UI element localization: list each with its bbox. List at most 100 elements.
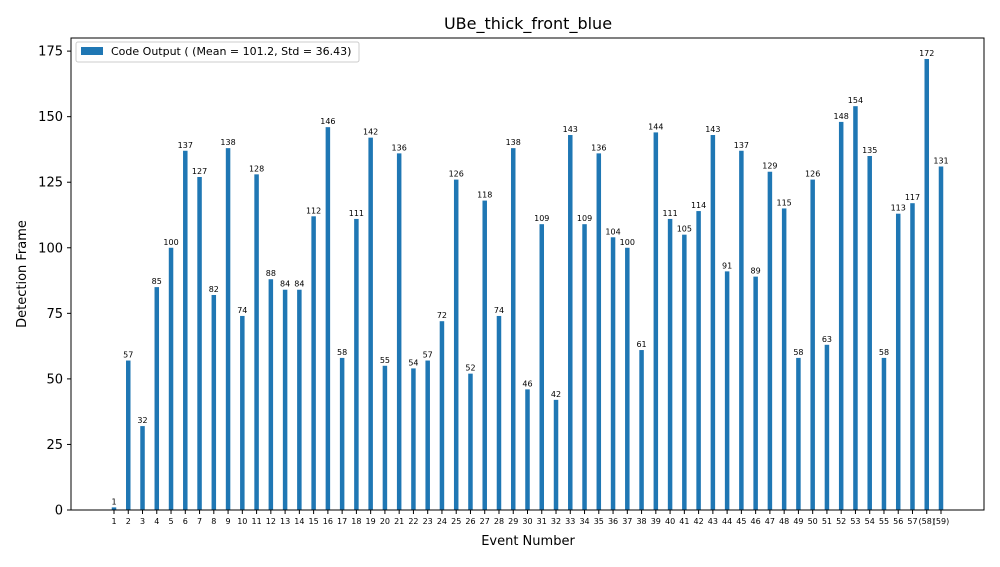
x-tick-label: 14	[294, 517, 304, 526]
x-tick-label: 7	[197, 517, 202, 526]
x-tick-label: 6	[183, 517, 188, 526]
data-label: 111	[349, 209, 364, 218]
bar	[468, 373, 473, 510]
bar	[297, 289, 302, 510]
x-tick-label: 45	[736, 517, 746, 526]
x-tick-label: 27	[480, 517, 490, 526]
bar	[311, 216, 316, 511]
x-tick-label: 26	[465, 517, 475, 526]
data-label: 131	[933, 156, 948, 165]
bar	[781, 208, 787, 510]
data-label: 105	[677, 225, 692, 234]
y-axis-label: Detection Frame	[15, 220, 30, 328]
data-label: 137	[178, 141, 193, 150]
bar	[126, 360, 131, 510]
x-tick-label: 12	[266, 517, 276, 526]
data-label: 143	[563, 125, 578, 134]
data-label: 128	[249, 164, 264, 173]
x-tick-label: 39	[651, 517, 661, 526]
data-label: 84	[280, 280, 290, 289]
x-tick-label: 19	[366, 517, 376, 526]
x-tick-label: 46	[751, 517, 761, 526]
x-tick-label: 22	[408, 517, 418, 526]
data-label: 111	[662, 209, 677, 218]
bar	[425, 360, 430, 510]
bar	[268, 279, 274, 510]
x-tick-label: 43	[708, 517, 718, 526]
y-tick-label: 50	[46, 372, 63, 387]
bar	[154, 287, 160, 510]
bar	[254, 174, 259, 510]
y-tick-label: 150	[38, 110, 63, 125]
data-label: 138	[506, 138, 521, 147]
bar	[396, 153, 402, 510]
data-label: 109	[534, 214, 549, 223]
bar	[838, 121, 844, 511]
x-tick-label: 56	[893, 517, 903, 526]
data-label: 84	[294, 280, 304, 289]
x-tick-label: 21	[394, 517, 404, 526]
bar	[639, 350, 644, 510]
x-tick-label: 52	[836, 517, 846, 526]
plot-area: 0255075100125150175115723238541005137612…	[38, 45, 949, 526]
data-label: 142	[363, 128, 378, 137]
data-label: 58	[337, 348, 347, 357]
bar	[625, 247, 630, 510]
bar	[453, 179, 459, 510]
x-tick-label: 9	[226, 517, 231, 526]
bar	[682, 234, 687, 510]
data-label: 135	[862, 146, 877, 155]
x-tick-label: 57	[907, 517, 917, 526]
data-label: 63	[822, 335, 832, 344]
bar	[339, 357, 345, 510]
x-tick-label: 29	[508, 517, 518, 526]
x-tick-label: 30	[522, 517, 532, 526]
bar	[568, 135, 573, 510]
x-tick-label: 25	[451, 517, 461, 526]
bar	[411, 368, 416, 510]
bar	[211, 294, 217, 510]
data-label: 154	[848, 96, 863, 105]
x-tick-label: 5	[168, 517, 173, 526]
bar	[667, 218, 673, 510]
bar	[325, 127, 331, 511]
data-label: 58	[793, 348, 803, 357]
x-tick-label: 47	[765, 517, 775, 526]
bar	[753, 276, 758, 510]
data-label: 100	[620, 238, 635, 247]
bar	[853, 106, 858, 510]
x-tick-label: 17	[337, 517, 347, 526]
x-tick-label: 20	[380, 517, 390, 526]
x-tick-label: 41	[679, 517, 689, 526]
bar	[767, 171, 773, 510]
bar	[282, 289, 288, 510]
data-label: 1	[111, 497, 116, 506]
data-label: 113	[891, 204, 906, 213]
bar	[653, 132, 659, 510]
x-tick-label: 34	[579, 517, 589, 526]
y-tick-label: 0	[55, 504, 63, 519]
bar	[140, 426, 145, 510]
bar	[696, 211, 701, 511]
data-label: 143	[705, 125, 720, 134]
data-label: 114	[691, 201, 706, 210]
x-tick-label: 3	[140, 517, 145, 526]
y-tick-label: 25	[46, 438, 63, 453]
x-tick-label: 1	[111, 517, 116, 526]
data-label: 126	[805, 170, 820, 179]
x-tick-label: 32	[551, 517, 561, 526]
bar	[368, 137, 373, 510]
data-label: 126	[449, 170, 464, 179]
bar	[724, 271, 730, 510]
data-label: 57	[423, 351, 433, 360]
x-tick-label: 8	[211, 517, 216, 526]
data-label: 46	[522, 379, 532, 388]
legend-label: Code Output ( (Mean = 101.2, Std = 36.43…	[111, 45, 351, 58]
y-tick-label: 100	[38, 241, 63, 256]
y-tick-label: 125	[38, 176, 63, 191]
bar	[938, 166, 944, 510]
x-tick-label: 35	[594, 517, 604, 526]
bar	[510, 148, 516, 510]
x-tick-label: 51	[822, 517, 832, 526]
